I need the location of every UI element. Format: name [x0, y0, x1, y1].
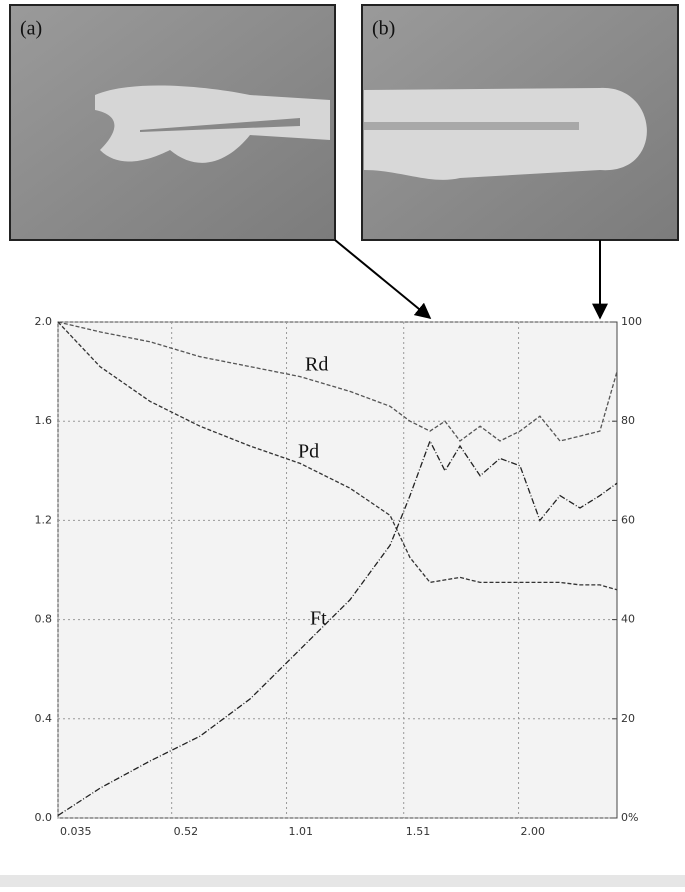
- y2-tick-label: 100: [621, 315, 642, 328]
- y2-tick-label: 60: [621, 513, 635, 526]
- y2-tick-label: 0%: [621, 811, 638, 824]
- y-tick-label: 0.8: [35, 613, 53, 626]
- y2-tick-label: 20: [621, 712, 635, 725]
- x-tick-label: 0.035: [60, 825, 92, 838]
- series-label: Pd: [298, 441, 319, 463]
- panel-label: (b): [372, 18, 395, 40]
- micrograph-b: (b): [361, 4, 679, 241]
- micrograph-a: (a): [9, 4, 336, 241]
- y-tick-label: 0.0: [35, 811, 53, 824]
- y-tick-label: 0.4: [35, 712, 53, 725]
- plot-area: [57, 321, 618, 819]
- y-tick-label: 2.0: [35, 315, 53, 328]
- x-tick-label: 2.00: [521, 825, 546, 838]
- series-line: [57, 321, 618, 591]
- y-tick-label: 1.2: [35, 513, 53, 526]
- x-tick-label: 0.52: [174, 825, 199, 838]
- x-tick-label: 1.01: [289, 825, 314, 838]
- arrow: [334, 239, 432, 320]
- x-tick-label: 1.51: [406, 825, 431, 838]
- y2-tick-label: 40: [621, 613, 635, 626]
- panel-label: (a): [20, 18, 42, 40]
- y-tick-label: 1.6: [35, 414, 53, 427]
- series-line: [57, 321, 618, 442]
- y2-tick-label: 80: [621, 414, 635, 427]
- series-line: [57, 439, 618, 817]
- status-bar: [0, 875, 685, 887]
- series-label: Ft: [310, 608, 327, 630]
- series-label: Rd: [305, 354, 328, 376]
